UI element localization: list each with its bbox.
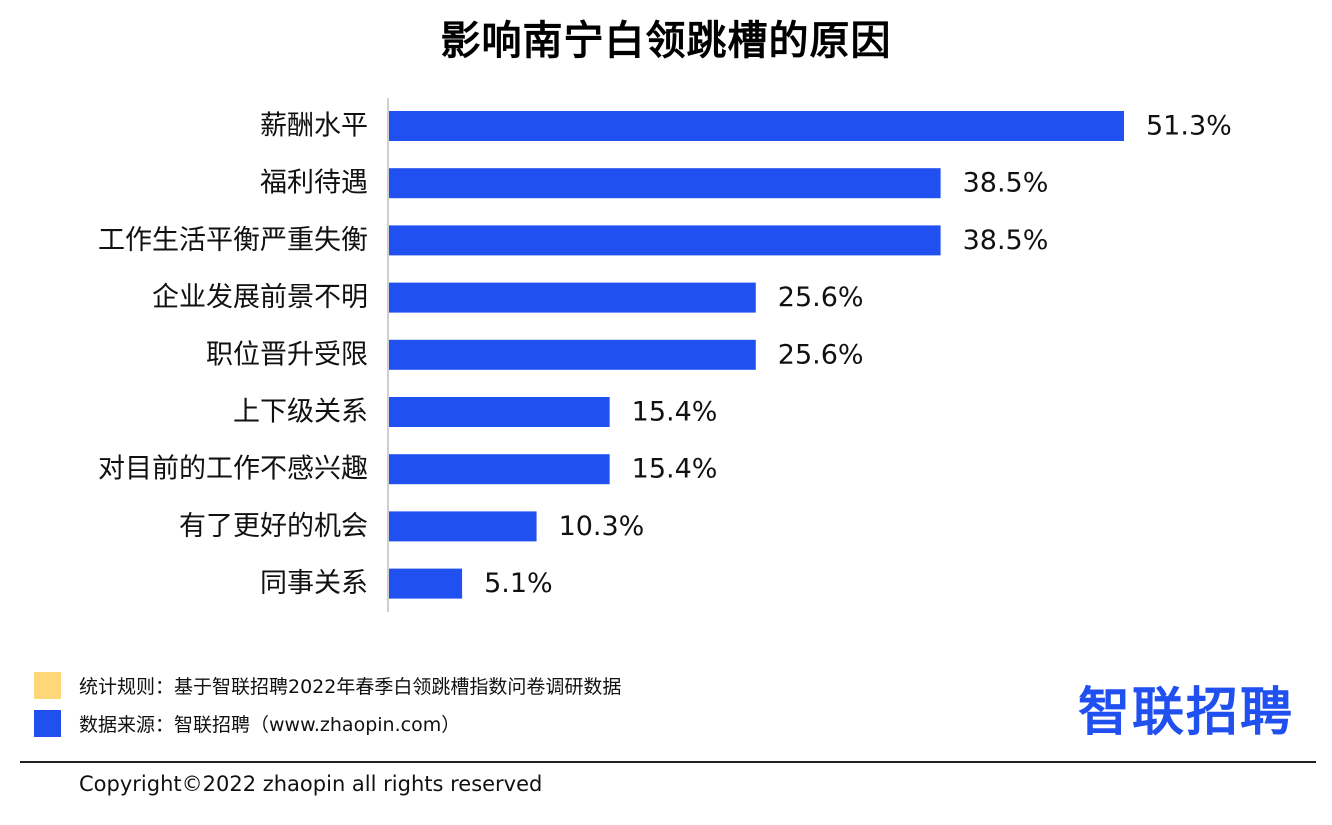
legend-swatch-source (34, 710, 61, 737)
bar (389, 111, 1124, 141)
category-label: 有了更好的机会 (179, 511, 368, 542)
legend-item-rule: 统计规则：基于智联招聘2022年春季白领跳槽指数问卷调研数据 (34, 672, 621, 699)
bar (389, 282, 756, 313)
category-label: 薪酬水平 (260, 111, 368, 142)
value-label: 25.6% (778, 282, 864, 313)
value-label: 15.4% (632, 454, 718, 485)
category-label: 企业发展前景不明 (152, 282, 368, 313)
footer-divider (20, 761, 1316, 763)
value-label: 10.3% (559, 511, 645, 542)
bar (389, 225, 941, 256)
legend-swatch-rule (34, 672, 61, 699)
value-label: 15.4% (632, 397, 718, 428)
value-label: 5.1% (484, 568, 553, 599)
category-label: 福利待遇 (260, 168, 368, 199)
copyright-text: Copyright©2022 zhaopin all rights reserv… (79, 772, 543, 796)
category-label: 同事关系 (260, 568, 368, 599)
bar (389, 454, 610, 485)
bars-layer: 薪酬水平 51.3% 福利待遇 38.5% 工作生活平衡严重失衡 38.5% 企业发展前景不… (98, 111, 1232, 600)
category-label: 职位晋升受限 (206, 339, 368, 370)
value-label: 25.6% (778, 339, 864, 370)
bar (389, 339, 756, 370)
bar (389, 168, 941, 199)
legend-text-source: 数据来源：智联招聘（www.zhaopin.com） (79, 714, 461, 736)
category-label: 对目前的工作不感兴趣 (98, 454, 368, 485)
bar (389, 397, 610, 427)
value-label: 38.5% (963, 168, 1049, 199)
bar-chart: 薪酬水平 51.3% 福利待遇 38.5% 工作生活平衡严重失衡 38.5% 企业发展前景不… (98, 98, 1232, 612)
bar (389, 511, 537, 542)
value-label: 51.3% (1146, 111, 1232, 142)
legend-item-source: 数据来源：智联招聘（www.zhaopin.com） (34, 710, 460, 737)
chart-title: 影响南宁白领跳槽的原因 (440, 18, 892, 64)
category-label: 上下级关系 (233, 397, 368, 428)
bar (389, 568, 463, 599)
value-label: 38.5% (963, 225, 1049, 256)
category-label: 工作生活平衡严重失衡 (98, 225, 368, 256)
zhaopin-logo: 智联招聘 (1078, 683, 1295, 743)
legend-text-rule: 统计规则：基于智联招聘2022年春季白领跳槽指数问卷调研数据 (79, 676, 622, 698)
